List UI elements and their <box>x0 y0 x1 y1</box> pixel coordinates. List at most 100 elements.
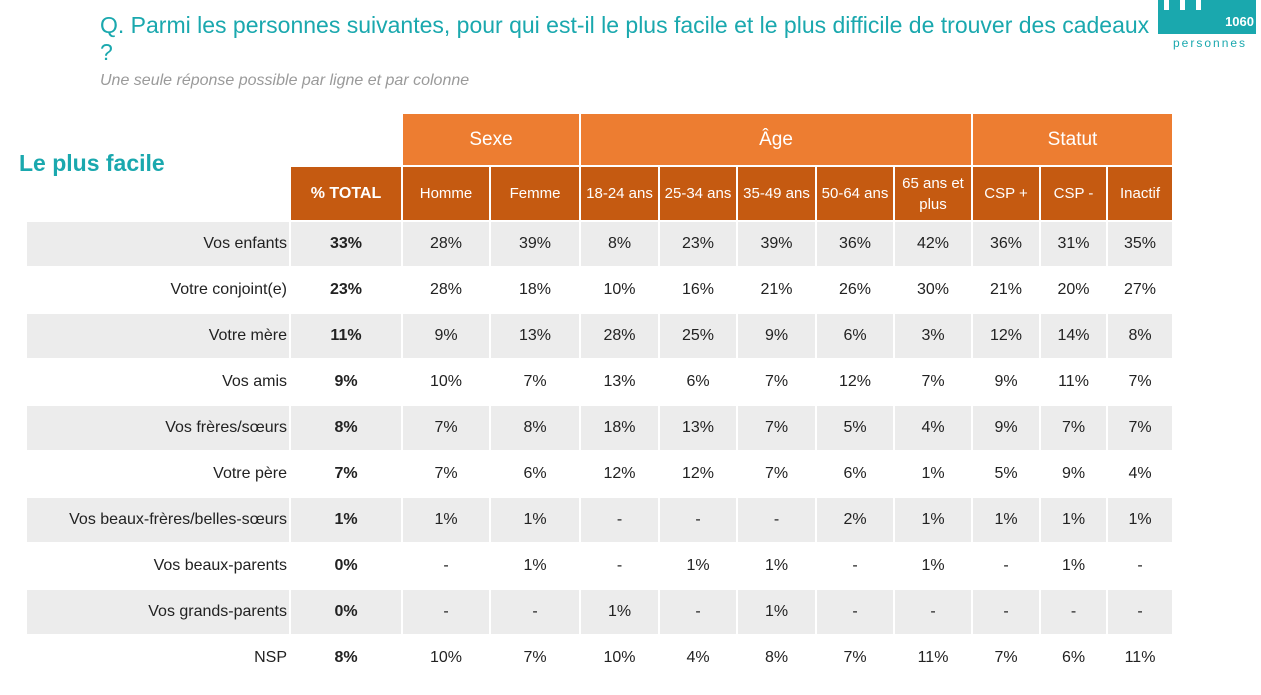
table-cell: 7% <box>843 649 867 666</box>
table-cell: 1% <box>921 557 945 574</box>
table-cell: 3% <box>895 314 971 358</box>
table-cell: 5% <box>817 406 893 450</box>
table-cell: 12% <box>603 465 636 482</box>
row-label: Vos amis <box>222 373 287 390</box>
group-header-statut: Statut <box>973 114 1172 165</box>
sub-header-row: % TOTAL Homme Femme 18-24 ans 25-34 ans … <box>27 167 1172 220</box>
table-cell: 7% <box>764 373 789 390</box>
table-cell: - <box>895 590 971 634</box>
table-row: Vos grands-parents 0% - - 1% - 1% - - - … <box>27 590 1172 634</box>
table-cell: 28% <box>581 314 658 358</box>
table-cell: 7% <box>994 649 1018 666</box>
row-label: Votre conjoint(e) <box>170 281 287 298</box>
col-header-total: % TOTAL <box>291 167 401 220</box>
table-cell: 4% <box>895 406 971 450</box>
table-cell: - <box>491 590 579 634</box>
table-cell: 26% <box>838 281 872 298</box>
table-cell: 7% <box>764 465 789 482</box>
table-cell: 27% <box>1123 281 1157 298</box>
table-cell: 7% <box>403 406 489 450</box>
table-cell: 4% <box>686 649 710 666</box>
table-cell: - <box>1041 590 1106 634</box>
table-cell: 1% <box>1061 557 1086 574</box>
table-cell: - <box>660 498 736 542</box>
table-cell: 35% <box>1108 222 1172 266</box>
total-cell: 1% <box>291 498 401 542</box>
col-header: 65 ans et plus <box>895 167 971 220</box>
table-cell: 7% <box>523 373 547 390</box>
table-cell: 1% <box>1041 498 1106 542</box>
header-spacer <box>291 114 401 165</box>
table-cell: - <box>660 590 736 634</box>
table-cell: 1% <box>895 498 971 542</box>
table-cell: 18% <box>581 406 658 450</box>
table-cell: 31% <box>1041 222 1106 266</box>
table-cell: 1% <box>973 498 1039 542</box>
table-row: NSP 8% 10% 7% 10% 4% 8% 7% 11% 7% 6% 11% <box>27 636 1172 680</box>
col-header: CSP - <box>1041 167 1106 220</box>
question-subtitle: Une seule réponse possible par ligne et … <box>100 72 470 89</box>
table-cell: 10% <box>603 281 636 298</box>
table-cell: 36% <box>973 222 1039 266</box>
table-cell: 10% <box>429 649 463 666</box>
group-header-sexe: Sexe <box>403 114 579 165</box>
table-cell: 8% <box>764 649 789 666</box>
table-cell: 7% <box>1108 406 1172 450</box>
table-cell: 6% <box>817 314 893 358</box>
col-header: Homme <box>403 167 489 220</box>
row-label: Vos enfants <box>27 222 289 266</box>
sample-count: 1060 <box>1225 14 1254 29</box>
table-cell: - <box>616 557 623 574</box>
table-cell: - <box>581 498 658 542</box>
total-cell: 7% <box>334 465 358 482</box>
col-header: Inactif <box>1108 167 1172 220</box>
table-cell: 1% <box>921 465 945 482</box>
table-cell: 7% <box>738 406 815 450</box>
table-row: Votre mère 11% 9% 13% 28% 25% 9% 6% 3% 1… <box>27 314 1172 358</box>
total-cell: 33% <box>291 222 401 266</box>
table-cell: 4% <box>1128 465 1152 482</box>
header-spacer <box>27 114 289 165</box>
total-cell: 9% <box>334 373 358 390</box>
total-cell: 0% <box>334 557 358 574</box>
table-row: Vos beaux-frères/belles-sœurs 1% 1% 1% -… <box>27 498 1172 542</box>
table-cell: 23% <box>660 222 736 266</box>
table-cell: 13% <box>491 314 579 358</box>
row-label: NSP <box>254 649 287 666</box>
table-cell: 1% <box>403 498 489 542</box>
table-cell: 36% <box>817 222 893 266</box>
col-header: 50-64 ans <box>817 167 893 220</box>
col-header: CSP + <box>973 167 1039 220</box>
total-cell: 8% <box>334 649 358 666</box>
table-cell: - <box>738 498 815 542</box>
row-label: Vos beaux-frères/belles-sœurs <box>27 498 289 542</box>
table-cell: 12% <box>838 373 872 390</box>
group-header-age: Âge <box>581 114 971 165</box>
table-cell: 6% <box>843 465 867 482</box>
table-cell: 18% <box>518 281 552 298</box>
table-cell: 20% <box>1057 281 1090 298</box>
table-cell: 21% <box>760 281 793 298</box>
section-title: Le plus facile <box>19 150 165 176</box>
table-cell: 14% <box>1041 314 1106 358</box>
table-cell: 28% <box>403 222 489 266</box>
col-header: 18-24 ans <box>581 167 658 220</box>
table-cell: 10% <box>603 649 636 666</box>
table-cell: - <box>973 590 1039 634</box>
table-cell: 7% <box>1041 406 1106 450</box>
table-cell: 1% <box>581 590 658 634</box>
row-label: Vos grands-parents <box>27 590 289 634</box>
table-cell: 39% <box>738 222 815 266</box>
table-cell: 1% <box>523 557 547 574</box>
table-cell: 7% <box>921 373 945 390</box>
table-cell: 39% <box>491 222 579 266</box>
table-cell: 6% <box>686 373 710 390</box>
table-cell: 9% <box>403 314 489 358</box>
table-cell: 1% <box>764 557 789 574</box>
table-cell: 8% <box>1108 314 1172 358</box>
table-cell: 6% <box>1061 649 1086 666</box>
table-cell: 1% <box>1108 498 1172 542</box>
row-label: Vos frères/sœurs <box>27 406 289 450</box>
table-cell: 16% <box>681 281 715 298</box>
table-cell: 30% <box>916 281 950 298</box>
